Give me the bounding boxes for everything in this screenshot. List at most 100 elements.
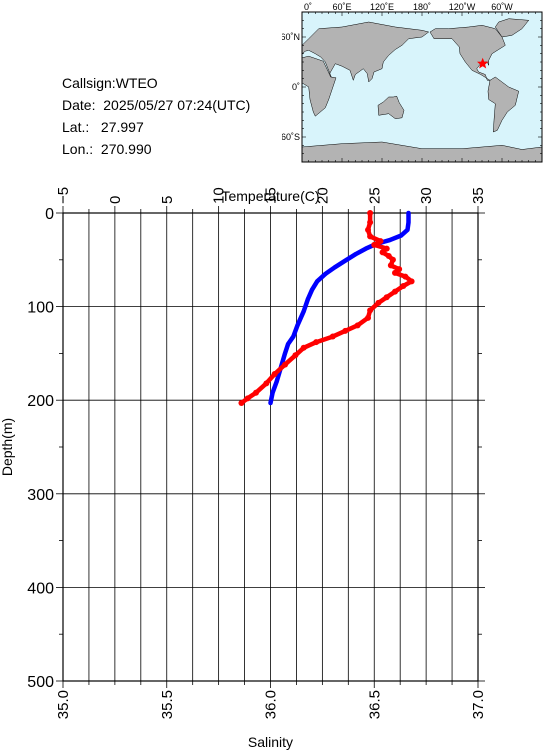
salinity-tick-label: 37.0 xyxy=(470,690,487,719)
salinity-point xyxy=(387,262,394,269)
temperature-point xyxy=(406,211,411,215)
latitude-text: Lat.: 27.997 xyxy=(62,119,144,135)
temperature-point xyxy=(310,287,314,292)
temperature-axis-label: Temperature(C) xyxy=(221,188,319,204)
world-map-svg: 0˚ 60˚E 120˚E 180˚ 120˚W 60˚W 60˚N 0˚ 60˚S xyxy=(280,2,543,163)
temperature-point xyxy=(353,252,358,257)
salinity-point xyxy=(365,314,372,321)
salinity-point xyxy=(392,288,398,295)
temperature-point xyxy=(305,297,310,302)
temperature-profile-line xyxy=(268,210,411,406)
station-info: Callsign:WTEO Date: 2025/05/27 07:24(UTC… xyxy=(62,72,250,160)
date-text: Date: 2025/05/27 07:24(UTC) xyxy=(62,97,251,113)
map-lon-label: 120˚E xyxy=(370,2,394,12)
salinity-point xyxy=(282,361,289,368)
map-lon-label: 60˚W xyxy=(491,2,513,12)
salinity-point xyxy=(244,395,251,402)
salinity-point xyxy=(367,233,374,240)
temperature-tick-label: 10 xyxy=(211,187,228,204)
temperature-point xyxy=(323,271,328,276)
temperature-point xyxy=(295,323,300,328)
temperature-tick-label: −5 xyxy=(55,187,72,204)
temperature-point xyxy=(405,227,410,232)
depth-tick-label: 200 xyxy=(27,393,54,410)
map-lon-label: 120˚W xyxy=(449,2,476,12)
temperature-point xyxy=(343,258,348,263)
temperature-point xyxy=(286,342,291,347)
salinity-point xyxy=(377,238,384,245)
temperature-point xyxy=(387,238,392,243)
world-map: 0˚ 60˚E 120˚E 180˚ 120˚W 60˚W 60˚N 0˚ 60˚S xyxy=(280,0,543,163)
temperature-tick-label: 35 xyxy=(470,187,487,204)
salinity-point xyxy=(379,249,386,256)
salinity-point xyxy=(300,344,307,351)
salinity-point xyxy=(367,219,374,226)
temperature-point xyxy=(291,334,296,339)
temperature-tick-label: 20 xyxy=(314,187,331,204)
station-star-icon xyxy=(477,57,489,69)
salinity-point xyxy=(408,278,415,285)
salinity-point xyxy=(400,283,407,290)
map-lat-label: 60˚N xyxy=(282,32,300,42)
salinity-tick-label: 35.5 xyxy=(159,690,176,719)
temperature-tick-label: 5 xyxy=(159,196,176,204)
salinity-point xyxy=(252,389,259,396)
salinity-point xyxy=(383,245,390,252)
salinity-point xyxy=(263,380,270,387)
map-lon-label: 0˚ xyxy=(304,2,312,12)
temperature-point xyxy=(315,279,320,284)
salinity-point xyxy=(396,266,403,273)
longitude-text: Lon.: 270.990 xyxy=(62,141,152,157)
salinity-point xyxy=(329,333,336,340)
temperature-point xyxy=(283,351,288,356)
temperature-point xyxy=(399,233,404,238)
temperature-point xyxy=(270,390,275,395)
depth-tick-label: 500 xyxy=(27,674,54,691)
salinity-point xyxy=(383,294,390,301)
salinity-point xyxy=(271,370,278,377)
salinity-point xyxy=(371,241,378,248)
salinity-point xyxy=(313,339,320,346)
landmass-australia xyxy=(377,95,405,119)
salinity-point xyxy=(292,352,299,359)
salinity-point xyxy=(402,273,409,280)
depth-tick-label: 100 xyxy=(27,300,54,317)
depth-tick-label: 300 xyxy=(27,487,54,504)
salinity-point xyxy=(375,299,382,306)
landmass-eurasia xyxy=(301,21,430,83)
landmass-south-america xyxy=(487,76,519,133)
salinity-axis-label: Salinity xyxy=(248,734,293,750)
salinity-point xyxy=(354,322,361,329)
salinity-point xyxy=(238,400,245,407)
map-lon-label: 60˚E xyxy=(332,2,351,12)
salinity-point xyxy=(365,226,372,233)
temperature-point xyxy=(301,309,306,314)
temperature-tick-label: 25 xyxy=(366,187,383,204)
temperature-point xyxy=(332,265,337,270)
callsign-text: Callsign:WTEO xyxy=(62,75,158,91)
salinity-point xyxy=(342,327,349,334)
map-lon-label: 180˚ xyxy=(413,2,431,12)
salinity-point xyxy=(392,269,398,276)
salinity-tick-label: 35.0 xyxy=(55,690,72,719)
temperature-point xyxy=(274,379,279,384)
depth-tick-label: 400 xyxy=(27,580,54,597)
map-lat-label: 60˚S xyxy=(282,132,300,142)
depth-axis-label: Depth(m) xyxy=(0,418,15,476)
temperature-tick-label: 15 xyxy=(263,187,280,204)
map-lat-label: 0˚ xyxy=(292,82,300,92)
salinity-tick-label: 36.5 xyxy=(366,690,383,719)
landmass-north-america xyxy=(429,25,506,81)
landmass-greenland xyxy=(494,18,530,38)
temperature-tick-label: 0 xyxy=(107,196,124,204)
salinity-point xyxy=(385,253,392,260)
temperature-tick-label: 30 xyxy=(418,187,435,204)
salinity-point xyxy=(389,256,396,263)
depth-tick-label: 0 xyxy=(45,206,54,223)
salinity-tick-label: 36.0 xyxy=(263,690,280,719)
temperature-point xyxy=(363,246,368,251)
temperature-point xyxy=(406,220,411,225)
salinity-point xyxy=(367,210,374,216)
temperature-point xyxy=(268,401,273,406)
